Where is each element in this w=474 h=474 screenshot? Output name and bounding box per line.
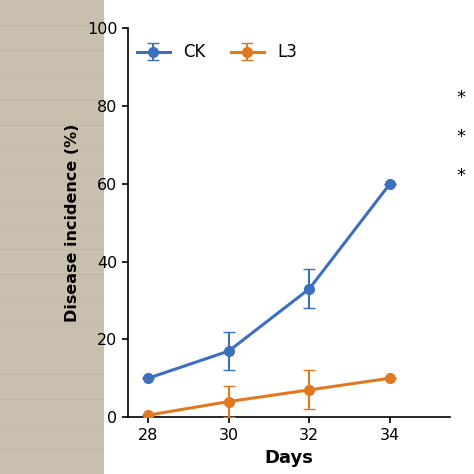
Y-axis label: Disease incidence (%): Disease incidence (%) xyxy=(65,124,80,322)
Text: *: * xyxy=(457,167,466,185)
X-axis label: Days: Days xyxy=(264,449,314,467)
Text: *: * xyxy=(457,90,466,108)
Text: *: * xyxy=(457,128,466,146)
Legend: CK, L3: CK, L3 xyxy=(130,37,304,68)
